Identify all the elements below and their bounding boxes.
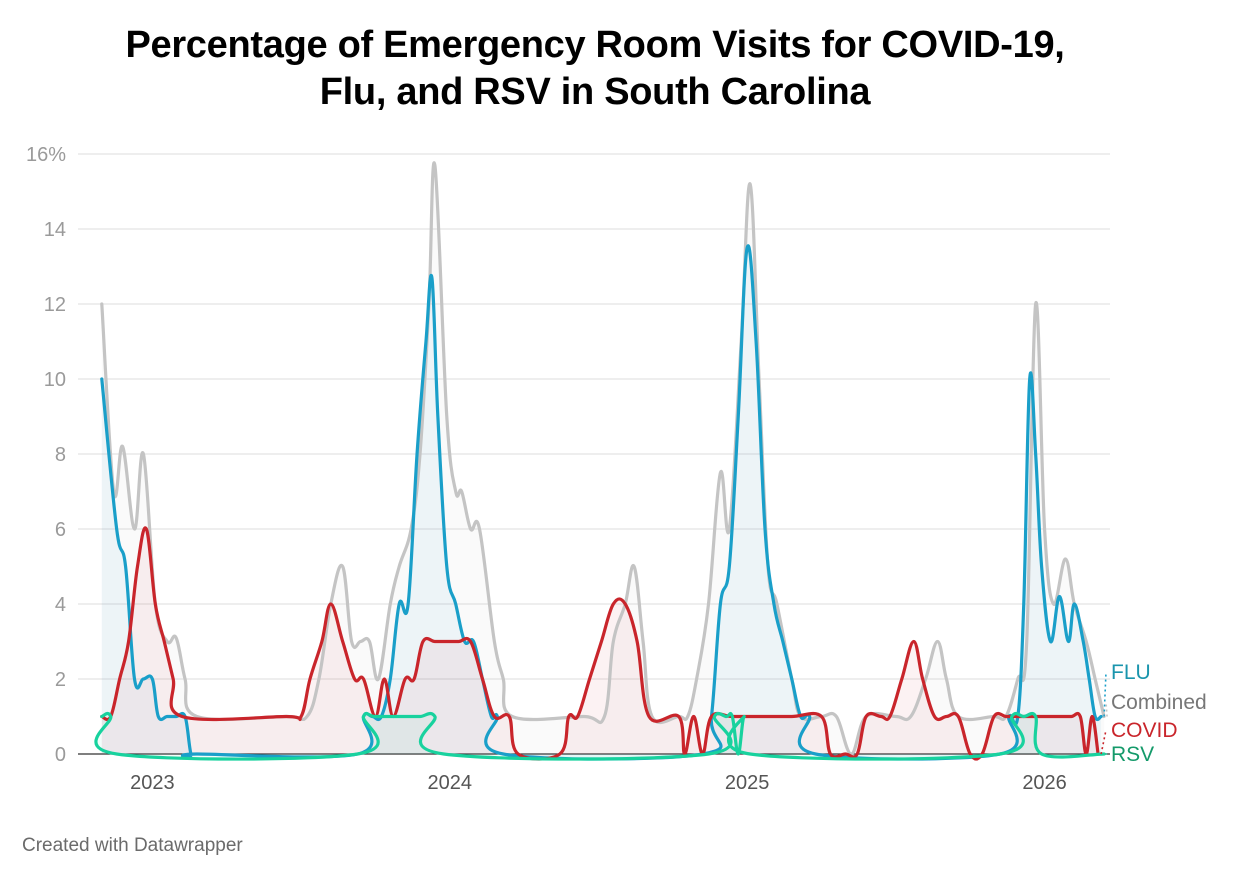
rsv-line <box>94 711 1106 761</box>
x-tick-label: 2023 <box>130 772 175 794</box>
covid-label-leader <box>1100 729 1107 755</box>
y-tick-label: 0 <box>55 744 66 766</box>
x-tick-label: 2025 <box>725 772 770 794</box>
chart-title-line-1: Percentage of Emergency Room Visits for … <box>125 24 1065 66</box>
rsv-series-label: RSV <box>1111 743 1154 766</box>
chart-title: Percentage of Emergency Room Visits for … <box>0 22 1190 116</box>
y-tick-label: 2 <box>55 669 66 691</box>
combined-line <box>100 161 1106 756</box>
flu-series-label: FLU <box>1111 661 1151 684</box>
y-tick-label: 8 <box>55 444 66 466</box>
y-tick-label: 6 <box>55 519 66 541</box>
chart-title-line-2: Flu, and RSV in South Carolina <box>319 71 871 113</box>
x-tick-label: 2024 <box>428 772 473 794</box>
combined-label-leader <box>1105 701 1108 717</box>
covid-line <box>100 526 1100 761</box>
y-tick-label: 12 <box>44 294 66 316</box>
y-tick-label: 10 <box>44 369 66 391</box>
y-tick-label: 4 <box>55 594 66 616</box>
combined-series-label: Combined <box>1111 691 1207 714</box>
y-tick-label: 14 <box>44 219 66 241</box>
y-tick-label: 16% <box>26 144 66 166</box>
covid-area <box>101 527 1099 760</box>
x-tick-label: 2026 <box>1022 772 1067 794</box>
credit-text: Created with Datawrapper <box>22 835 243 856</box>
covid-series-label: COVID <box>1111 719 1178 742</box>
